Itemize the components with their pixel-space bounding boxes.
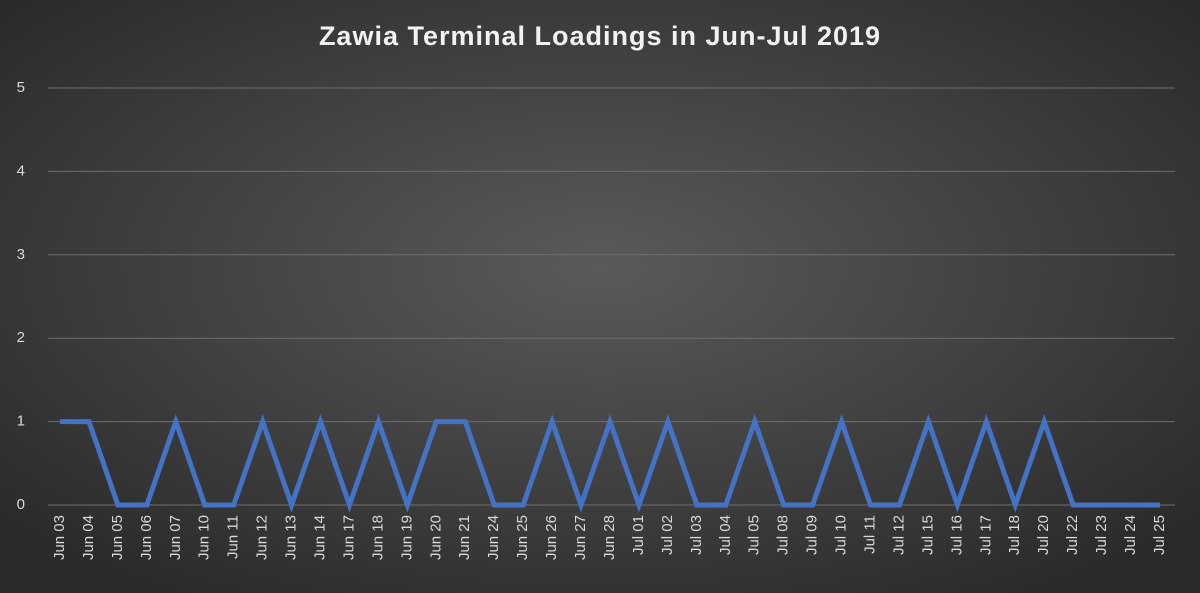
x-tick-label: Jul 20 bbox=[1035, 515, 1052, 555]
y-tick-label: 1 bbox=[17, 413, 25, 430]
x-tick-label: Jun 12 bbox=[254, 515, 271, 560]
x-tick-label: Jun 25 bbox=[514, 515, 531, 560]
y-tick-label: 5 bbox=[17, 79, 25, 96]
x-tick-label: Jun 19 bbox=[398, 515, 415, 560]
x-tick-label: Jul 08 bbox=[775, 515, 792, 555]
x-tick-label: Jul 11 bbox=[861, 515, 878, 554]
x-tick-label: Jul 12 bbox=[890, 515, 907, 555]
x-tick-label: Jun 11 bbox=[225, 515, 242, 559]
x-tick-label: Jun 18 bbox=[369, 515, 386, 560]
x-tick-label: Jun 10 bbox=[196, 515, 213, 560]
line bbox=[60, 413, 1160, 513]
x-tick-label: Jul 09 bbox=[804, 515, 821, 555]
x-tick-label: Jun 03 bbox=[51, 515, 68, 560]
x-tick-label: Jul 01 bbox=[630, 515, 647, 555]
y-tick-label: 3 bbox=[17, 246, 25, 263]
x-tick-label: Jul 10 bbox=[833, 515, 850, 555]
x-tick-label: Jul 24 bbox=[1122, 515, 1139, 555]
x-tick-label: Jul 22 bbox=[1064, 515, 1081, 555]
x-tick-label: Jul 25 bbox=[1151, 515, 1168, 555]
chart-title: Zawia Terminal Loadings in Jun-Jul 2019 bbox=[319, 21, 881, 51]
y-tick-label: 0 bbox=[17, 496, 25, 513]
x-tick-label: Jul 02 bbox=[659, 515, 676, 555]
y-tick-label: 4 bbox=[17, 162, 25, 179]
x-tick-label: Jun 14 bbox=[311, 515, 328, 560]
x-tick-label: Jun 24 bbox=[485, 515, 502, 560]
y-tick-label: 2 bbox=[17, 329, 25, 346]
x-tick-label: Jun 13 bbox=[283, 515, 300, 560]
x-tick-label: Jul 03 bbox=[688, 515, 705, 555]
x-tick-label: Jun 17 bbox=[340, 515, 357, 560]
x-tick-label: Jul 16 bbox=[948, 515, 965, 555]
x-tick-label: Jun 06 bbox=[138, 515, 155, 560]
x-tick-label: Jun 05 bbox=[109, 515, 126, 560]
x-tick-label: Jun 21 bbox=[456, 515, 473, 560]
x-tick-label: Jun 26 bbox=[543, 515, 560, 560]
x-tick-label: Jul 15 bbox=[919, 515, 936, 555]
x-tick-label: Jun 07 bbox=[167, 515, 184, 560]
x-tick-label: Jul 23 bbox=[1093, 515, 1110, 555]
x-tick-label: Jun 04 bbox=[80, 515, 97, 560]
x-tick-label: Jul 18 bbox=[1006, 515, 1023, 555]
x-tick-label: Jul 17 bbox=[977, 515, 994, 555]
x-tick-label: Jun 28 bbox=[601, 515, 618, 560]
x-tick-label: Jul 05 bbox=[746, 515, 763, 555]
x-tick-label: Jun 20 bbox=[427, 515, 444, 560]
x-tick-label: Jul 04 bbox=[717, 515, 734, 555]
x-tick-label: Jun 27 bbox=[572, 515, 589, 560]
